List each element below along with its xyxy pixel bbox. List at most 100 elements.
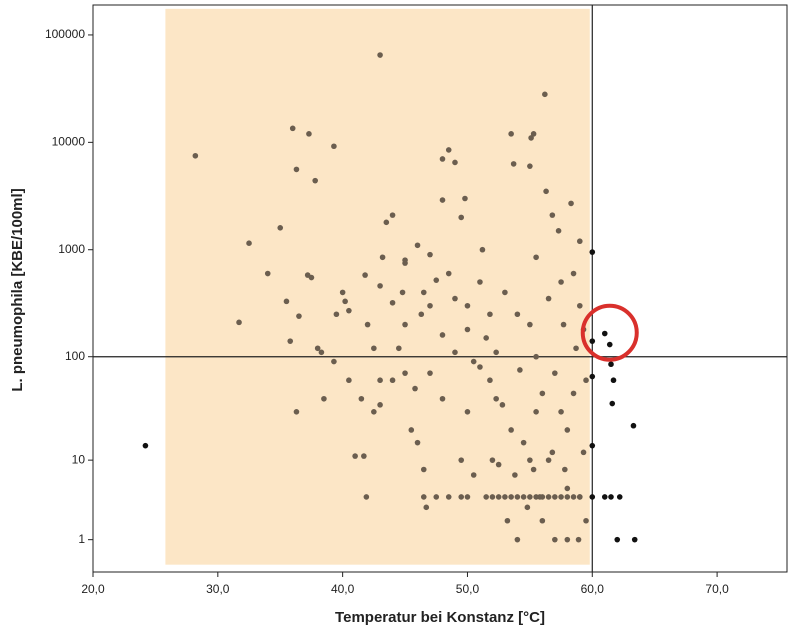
point [414, 439, 421, 446]
point [568, 200, 574, 207]
point [346, 307, 352, 314]
point [606, 341, 613, 348]
highlight-circle [580, 303, 639, 362]
point [504, 517, 511, 524]
point [533, 494, 539, 500]
point [464, 409, 471, 415]
point [462, 195, 468, 202]
point [293, 409, 300, 415]
point [512, 472, 518, 478]
point [470, 472, 477, 478]
point [408, 427, 415, 433]
x-tick-label: 50,0 [456, 582, 480, 596]
point [371, 345, 377, 352]
point [527, 321, 533, 328]
point [589, 494, 596, 500]
point [583, 517, 589, 524]
point [583, 377, 589, 384]
point [630, 422, 637, 429]
point [293, 166, 300, 173]
point [589, 249, 596, 255]
point [573, 345, 579, 352]
point [499, 402, 506, 408]
point [558, 494, 564, 500]
point [389, 299, 396, 306]
point [502, 289, 508, 296]
point [562, 466, 568, 473]
point [346, 377, 352, 384]
point [631, 536, 638, 543]
point [364, 321, 371, 328]
point [510, 161, 517, 167]
x-tick-label: 20,0 [81, 582, 105, 596]
point [331, 358, 337, 365]
point [609, 400, 616, 407]
point [396, 345, 402, 352]
point [308, 274, 315, 281]
point [533, 353, 539, 360]
point [542, 91, 548, 98]
point [433, 277, 440, 283]
point [418, 311, 425, 318]
point [589, 442, 596, 449]
point [445, 270, 452, 277]
point [545, 457, 552, 463]
point [589, 338, 596, 344]
point [493, 349, 499, 356]
point [530, 466, 537, 473]
point [363, 494, 370, 500]
point [614, 536, 621, 543]
point [558, 279, 564, 285]
point [558, 409, 564, 415]
point [464, 326, 471, 333]
point [508, 427, 514, 433]
point [439, 332, 446, 338]
point [423, 504, 430, 511]
point [331, 143, 337, 150]
point [495, 494, 502, 500]
point [439, 197, 446, 203]
point [383, 219, 390, 226]
point [427, 302, 433, 309]
point [520, 494, 527, 500]
plot-frame [92, 4, 788, 573]
point [514, 311, 521, 318]
point [192, 152, 199, 159]
y-axis-label: L. pneumophila [KBE/100ml] [9, 188, 26, 391]
point [489, 457, 496, 463]
point [552, 536, 558, 543]
point [533, 254, 539, 261]
point [524, 504, 531, 511]
point [296, 313, 302, 319]
point [527, 494, 533, 500]
point [483, 494, 489, 500]
point [339, 289, 346, 296]
point [545, 494, 552, 500]
point [314, 345, 321, 352]
y-tick-label: 100000 [45, 27, 85, 41]
point [608, 361, 614, 368]
point [312, 177, 318, 184]
y-tick-label: 100 [65, 349, 85, 363]
point [539, 494, 546, 500]
point [533, 409, 539, 415]
point [502, 494, 508, 500]
point [564, 536, 571, 543]
point [560, 321, 567, 328]
point [420, 289, 427, 296]
point [458, 457, 465, 463]
point [414, 242, 421, 249]
x-axis-label: Temperatur bei Konstanz [°C] [335, 609, 545, 626]
point [371, 409, 377, 415]
point [445, 494, 452, 500]
point [399, 289, 406, 296]
point [570, 494, 577, 500]
point [452, 295, 458, 302]
point [549, 449, 556, 456]
point [264, 270, 271, 277]
point [318, 349, 325, 356]
point [458, 214, 465, 221]
point [362, 272, 368, 278]
x-tick-label: 60,0 [581, 582, 605, 596]
point [549, 212, 556, 218]
